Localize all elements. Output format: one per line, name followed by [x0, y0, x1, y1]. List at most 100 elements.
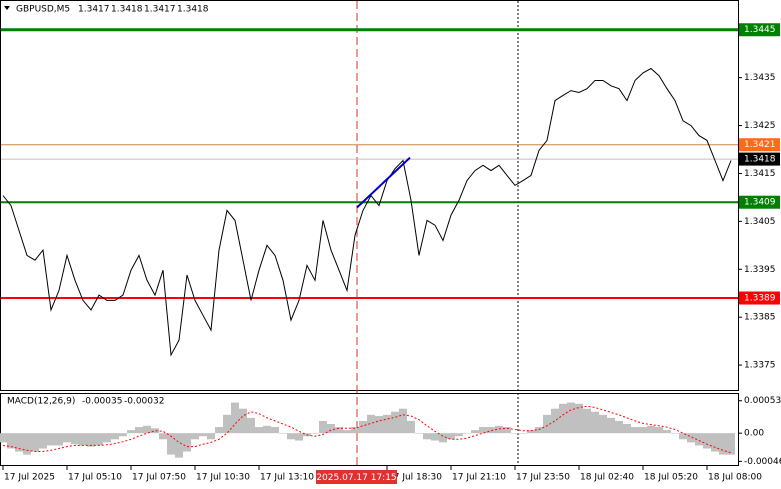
macd-bar	[311, 433, 319, 434]
macd-bar	[671, 433, 679, 434]
y-tick-label: 1.3385	[744, 313, 776, 323]
macd-bar	[391, 411, 399, 434]
macd-bar	[95, 433, 103, 446]
macd-bar	[223, 414, 231, 434]
macd-bar	[623, 423, 631, 434]
y-tick-label: 1.3405	[744, 217, 776, 227]
macd-bar	[519, 433, 527, 434]
level-label: 1.3389	[744, 294, 776, 304]
macd-bar	[287, 433, 295, 440]
y-tick-label: 0.00053	[744, 396, 781, 406]
macd-bar	[703, 433, 711, 449]
macd-bar	[319, 420, 327, 434]
macd-bar	[215, 427, 223, 434]
level-label-box	[739, 138, 780, 152]
x-tick-label: 17 Jul 23:50	[516, 473, 570, 483]
macd-bar	[175, 433, 183, 458]
macd-bar	[535, 427, 543, 434]
y-tick-label: 1.3435	[744, 73, 776, 83]
macd-bar	[191, 433, 199, 440]
macd-bar	[687, 433, 695, 443]
x-tick-label: 17 Jul 07:50	[132, 473, 186, 483]
macd-bar	[367, 414, 375, 434]
macd-bar	[271, 427, 279, 434]
macd-bar	[55, 433, 63, 446]
macd-bar	[695, 433, 703, 446]
macd-bar	[639, 427, 647, 434]
level-label: 1.3445	[744, 25, 776, 35]
macd-bar	[479, 427, 487, 434]
macd-bar	[727, 433, 735, 455]
macd-bar	[231, 402, 239, 434]
macd-bar	[407, 420, 415, 434]
macd-bar	[255, 427, 263, 434]
signal-line	[2, 405, 732, 454]
macd-bar	[79, 433, 87, 446]
macd-bar	[631, 427, 639, 434]
ohlc-value: 1.3417	[144, 5, 176, 15]
macd-title: MACD(12,26,9)	[7, 397, 75, 407]
x-tick-label: 17 Jul 2025	[4, 473, 55, 483]
macd-bar	[351, 427, 359, 434]
level-label-box	[739, 23, 780, 37]
macd-bar	[487, 427, 495, 434]
level-label-box	[739, 152, 780, 166]
macd-readout: -0.00032	[124, 397, 164, 407]
macd-bar	[183, 433, 191, 452]
macd-bar	[615, 420, 623, 434]
macd-bar	[551, 408, 559, 434]
macd-bar	[527, 430, 535, 434]
macd-bar	[159, 433, 167, 440]
macd-bar	[247, 417, 255, 434]
macd-bar	[383, 414, 391, 434]
x-tick-label: 17 Jul 10:30	[196, 473, 250, 483]
x-tick-label: 17 Jul 18:30	[388, 473, 442, 483]
macd-bar	[399, 408, 407, 434]
macd-bar	[15, 433, 23, 452]
cursor-time-box	[316, 470, 397, 484]
macd-bar	[439, 433, 447, 443]
macd-bar	[295, 433, 303, 441]
level-label: 1.3421	[744, 140, 776, 150]
macd-bar	[663, 430, 671, 434]
macd-bar	[0, 433, 7, 443]
macd-bar	[199, 433, 207, 437]
level-label: 1.3418	[744, 155, 776, 165]
macd-bar	[39, 433, 47, 449]
x-tick-label: 17 Jul 21:10	[452, 473, 506, 483]
macd-bar	[263, 425, 271, 434]
macd-bar	[543, 414, 551, 434]
x-tick-label: 18 Jul 08:00	[708, 473, 762, 483]
price-line	[2, 67, 732, 357]
macd-bar	[679, 433, 687, 440]
macd-readout: -0.00035	[82, 397, 122, 407]
macd-bar	[591, 411, 599, 434]
ohlc-value: 1.3418	[111, 5, 143, 15]
macd-bar	[119, 433, 127, 437]
macd-bar	[647, 425, 655, 434]
x-tick-label: 17 Jul 13:10	[260, 473, 314, 483]
macd-bar	[359, 420, 367, 434]
macd-bar	[447, 433, 455, 440]
ohlc-value: 1.3417	[78, 5, 110, 15]
macd-bar	[167, 433, 175, 455]
macd-bar	[279, 433, 287, 434]
y-tick-label: 1.3415	[744, 169, 776, 179]
trendline	[356, 156, 411, 209]
macd-bar	[655, 427, 663, 434]
level-label-box	[739, 291, 780, 305]
macd-bar	[463, 433, 471, 434]
macd-bar	[135, 427, 143, 434]
macd-bar	[103, 433, 111, 443]
macd-bar	[583, 408, 591, 434]
y-tick-label: 1.3375	[744, 361, 776, 371]
macd-bar	[207, 433, 215, 440]
ohlc-value: 1.3418	[177, 5, 209, 15]
macd-bar	[7, 433, 15, 449]
y-tick-label: 0.00	[744, 429, 764, 439]
macd-bar	[63, 433, 71, 443]
x-tick-label: 18 Jul 05:20	[644, 473, 698, 483]
macd-bar	[503, 427, 511, 434]
macd-frame	[0, 393, 739, 466]
